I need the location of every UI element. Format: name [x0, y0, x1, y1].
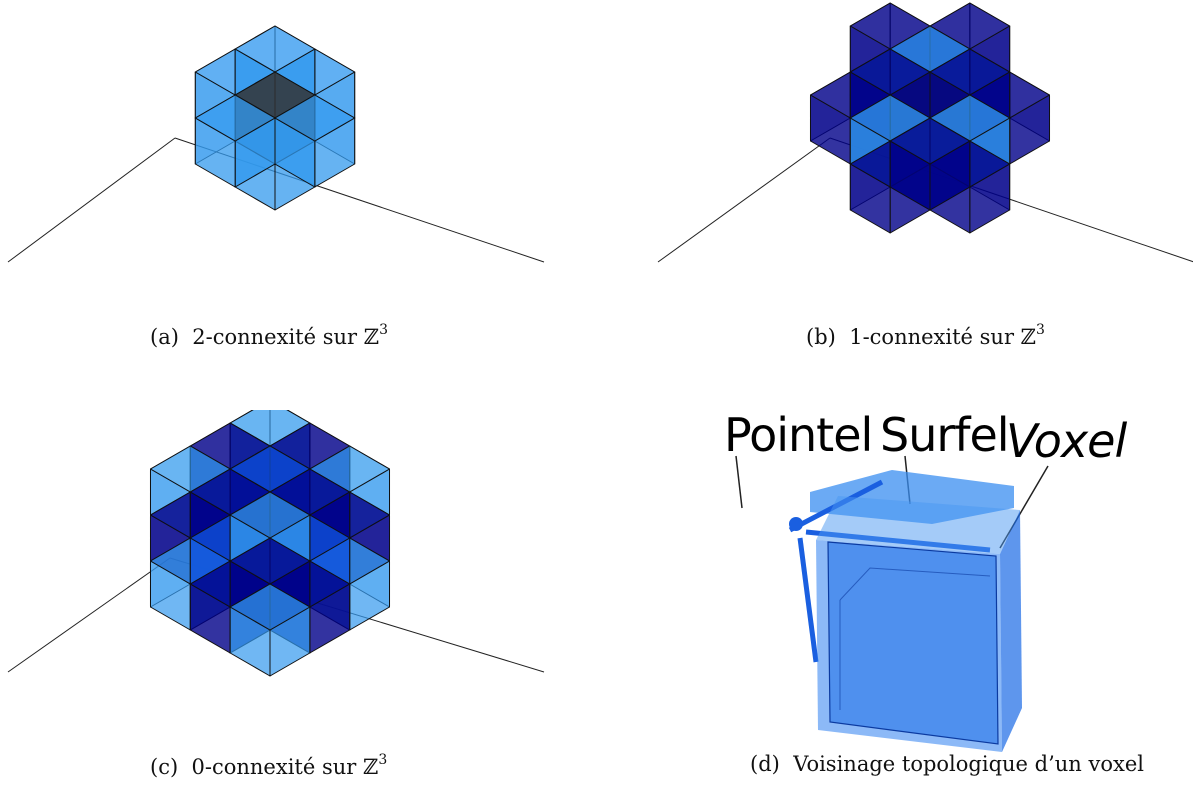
pointel-label: Pointel [724, 408, 873, 462]
figure-b-drawing [657, 2, 1193, 263]
voxel-drawing [735, 455, 1049, 752]
caption-a: (a) 2-connexité sur ℤ3 [150, 322, 388, 349]
voxel-cube-18 [889, 117, 971, 211]
voxel-cube-5 [194, 94, 276, 188]
figure-d: Pointel Surfel Voxel [700, 400, 1127, 760]
voxel-front-face [827, 541, 999, 745]
axis-line-left [657, 137, 831, 263]
caption-b: (b) 1-connexité sur ℤ3 [806, 322, 1045, 349]
figure-a-drawing [7, 25, 545, 263]
voxel-right-face [1000, 510, 1022, 752]
axis-line-left [7, 137, 176, 263]
caption-d: (d) Voisinage topologique d’un voxel [750, 752, 1144, 776]
figure-a [0, 0, 560, 300]
surfel-label: Surfel [880, 408, 1010, 462]
pointel-dot [789, 517, 803, 531]
voxel-cube-6 [274, 94, 356, 188]
figure-c-drawing [7, 410, 545, 677]
figure-b [650, 0, 1193, 300]
voxel-inner-edges [839, 567, 991, 601]
caption-c: (c) 0-connexité sur ℤ3 [150, 752, 388, 779]
axis-line-left [7, 557, 171, 673]
voxel-cube-26 [229, 583, 311, 677]
voxel-label: Voxel [1006, 414, 1127, 468]
pointel-pointer [735, 455, 743, 509]
linel-edge-left [797, 537, 819, 663]
figure-c [0, 410, 560, 710]
voxel-top-face [816, 496, 1020, 554]
